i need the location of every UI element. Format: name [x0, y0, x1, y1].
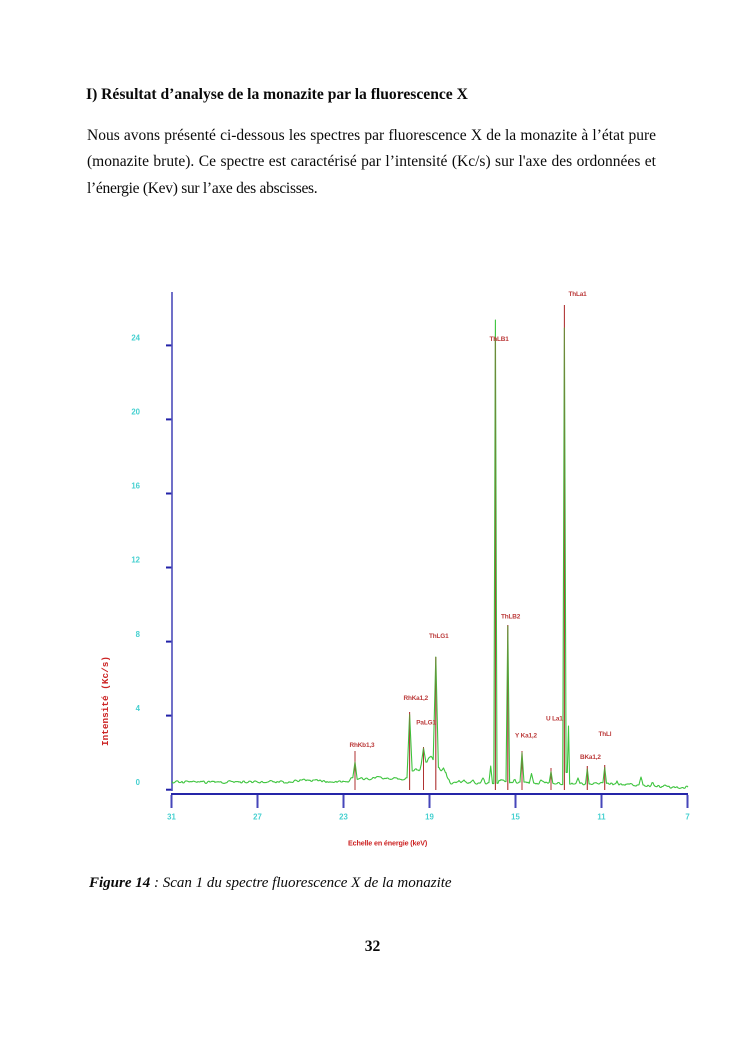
- svg-text:RhKa1,2: RhKa1,2: [404, 695, 429, 702]
- svg-text:ThLG1: ThLG1: [429, 633, 449, 640]
- svg-text:27: 27: [253, 813, 262, 822]
- svg-text:ThLB2: ThLB2: [501, 614, 521, 621]
- svg-text:19: 19: [425, 813, 434, 822]
- svg-text:Intensité (Kc/s): Intensité (Kc/s): [100, 656, 111, 746]
- svg-text:U La1: U La1: [546, 716, 563, 723]
- svg-text:0: 0: [136, 778, 141, 787]
- svg-text:Y Ka1,2: Y Ka1,2: [515, 733, 538, 740]
- svg-text:4: 4: [136, 704, 141, 713]
- svg-text:ThLa1: ThLa1: [569, 291, 588, 298]
- svg-text:ThLB1: ThLB1: [490, 336, 510, 343]
- svg-text:31: 31: [167, 813, 176, 822]
- svg-text:PaLG1: PaLG1: [416, 720, 436, 727]
- svg-text:20: 20: [131, 408, 140, 417]
- svg-text:ThLl: ThLl: [599, 731, 612, 738]
- svg-text:Echelle en énergie (keV): Echelle en énergie (keV): [348, 839, 428, 848]
- svg-text:7: 7: [685, 813, 689, 822]
- svg-text:24: 24: [131, 334, 140, 343]
- svg-text:12: 12: [131, 556, 140, 565]
- svg-text:RhKb1,3: RhKb1,3: [350, 742, 375, 749]
- svg-text:11: 11: [597, 813, 606, 822]
- svg-text:BKa1,2: BKa1,2: [580, 754, 601, 761]
- svg-text:23: 23: [339, 813, 348, 822]
- svg-text:15: 15: [511, 813, 520, 822]
- svg-text:8: 8: [136, 630, 141, 639]
- svg-text:16: 16: [131, 482, 140, 491]
